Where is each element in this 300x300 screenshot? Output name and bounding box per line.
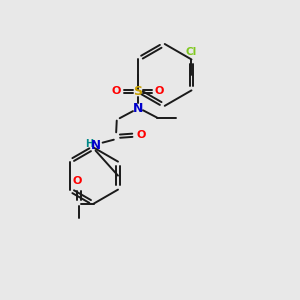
Text: Cl: Cl	[186, 47, 197, 57]
Text: N: N	[133, 102, 143, 115]
Text: H: H	[85, 139, 93, 149]
Text: O: O	[155, 86, 164, 96]
Text: O: O	[112, 86, 121, 96]
Text: N: N	[91, 139, 101, 152]
Text: O: O	[137, 130, 146, 140]
Text: S: S	[134, 85, 142, 98]
Text: O: O	[73, 176, 82, 186]
